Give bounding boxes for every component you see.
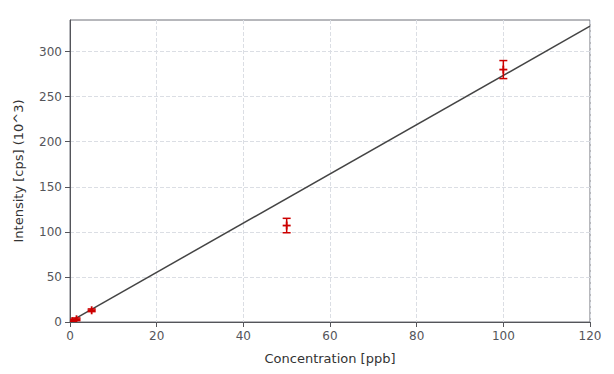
svg-text:80: 80 bbox=[409, 329, 424, 343]
svg-text:50: 50 bbox=[47, 270, 62, 284]
svg-text:100: 100 bbox=[39, 225, 62, 239]
svg-text:Concentration [ppb]: Concentration [ppb] bbox=[265, 351, 396, 366]
svg-text:Intensity [cps] (10^3): Intensity [cps] (10^3) bbox=[11, 99, 26, 242]
svg-text:0: 0 bbox=[66, 329, 74, 343]
svg-text:250: 250 bbox=[39, 90, 62, 104]
svg-text:40: 40 bbox=[236, 329, 251, 343]
svg-text:200: 200 bbox=[39, 135, 62, 149]
svg-text:100: 100 bbox=[492, 329, 515, 343]
svg-text:150: 150 bbox=[39, 180, 62, 194]
svg-text:300: 300 bbox=[39, 45, 62, 59]
svg-text:60: 60 bbox=[322, 329, 337, 343]
svg-text:20: 20 bbox=[149, 329, 164, 343]
svg-text:120: 120 bbox=[579, 329, 602, 343]
svg-text:0: 0 bbox=[54, 315, 62, 329]
